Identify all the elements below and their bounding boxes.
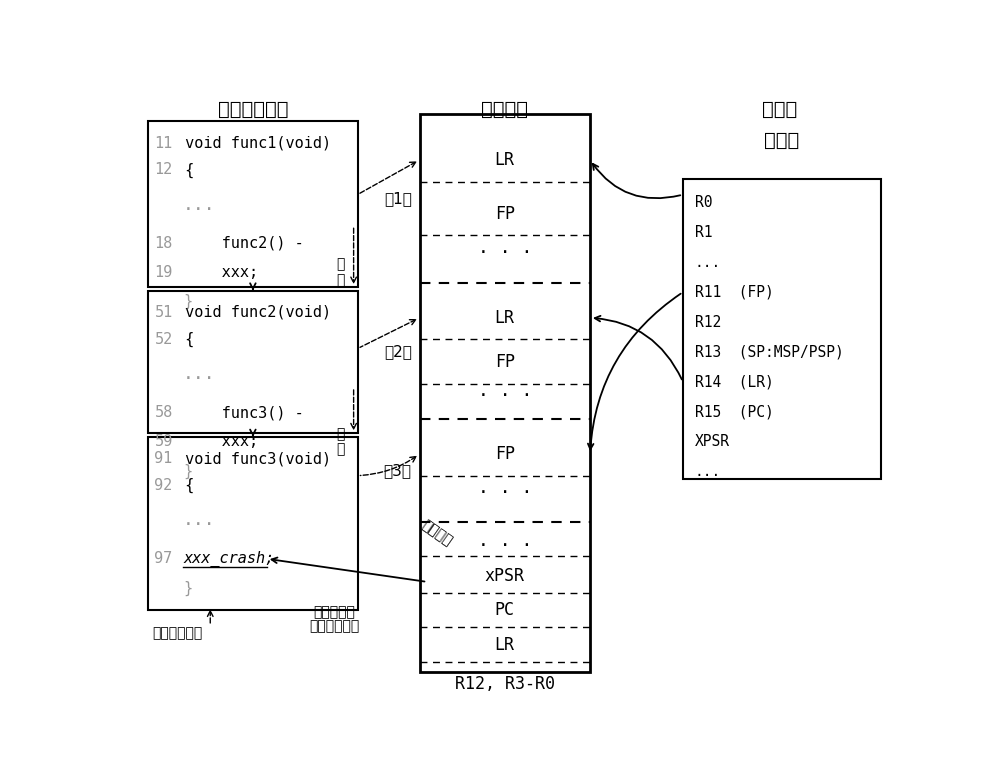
Text: R15  (PC): R15 (PC) [695,405,773,419]
Text: func2() -: func2() - [176,236,304,251]
Text: }: } [183,294,192,309]
Text: {: { [176,162,194,177]
Text: R12: R12 [695,315,721,330]
Text: xPSR: xPSR [485,567,525,585]
Text: R0: R0 [695,194,712,210]
Text: 11: 11 [154,135,173,151]
Text: void func2(void): void func2(void) [176,305,331,320]
Text: 第1帧: 第1帧 [384,191,412,206]
Text: 异常地址: 异常地址 [420,518,455,549]
Text: 12: 12 [154,162,173,177]
Text: . . .: . . . [478,382,532,400]
Text: FP: FP [495,445,515,463]
Text: ...: ... [183,195,216,213]
Text: {: { [176,332,194,347]
Text: xxx;: xxx; [176,265,258,280]
Text: 异常处理帧: 异常处理帧 [313,605,355,619]
Text: ...: ... [695,255,721,269]
Bar [148,121,358,287]
Text: 18: 18 [154,236,173,251]
Text: ...: ... [695,464,721,480]
Text: LR: LR [495,308,515,326]
Text: xxx_crash;: xxx_crash; [183,551,274,567]
Text: 发生异常宕机: 发生异常宕机 [152,626,202,640]
Text: 91: 91 [154,451,173,466]
Text: 函数栈帧: 函数栈帧 [481,101,528,119]
Text: . . .: . . . [478,479,532,497]
Bar [683,179,881,480]
Text: 92: 92 [154,478,173,493]
Bar [420,114,590,672]
Text: 19: 19 [154,265,173,280]
Text: . . .: . . . [478,240,532,258]
Text: }: } [183,463,192,479]
Text: 第2帧: 第2帧 [384,344,412,358]
Text: func3() -: func3() - [176,405,304,420]
Text: R11  (FP): R11 (FP) [695,284,773,300]
Text: LR: LR [495,151,515,169]
Text: ...: ... [183,512,216,530]
Text: R12, R3-R0: R12, R3-R0 [455,675,555,693]
Text: R13  (SP:MSP/PSP): R13 (SP:MSP/PSP) [695,344,843,359]
Text: void func1(void): void func1(void) [176,135,331,151]
Text: ...: ... [183,365,216,383]
Text: }: } [183,580,192,596]
Text: 寄存器: 寄存器 [764,131,799,150]
Text: void func3(void): void func3(void) [176,451,331,466]
Bar [148,291,358,433]
Text: 97: 97 [154,551,173,566]
Text: R14  (LR): R14 (LR) [695,374,773,390]
Text: 第3帧: 第3帧 [384,463,412,478]
Text: 58: 58 [154,405,173,420]
Text: 用: 用 [336,273,345,287]
Text: . . .: . . . [478,532,532,550]
Text: XPSR: XPSR [695,434,730,449]
Text: 52: 52 [154,332,173,347]
Text: 51: 51 [154,305,173,320]
Text: 用: 用 [336,443,345,456]
Text: 59: 59 [154,434,173,449]
Text: {: { [176,478,194,494]
Text: R1: R1 [695,225,712,240]
Text: 函数调用结构: 函数调用结构 [218,101,288,119]
Text: 调: 调 [336,427,345,441]
Text: xxx;: xxx; [176,434,258,449]
Text: （硬件压栈）: （硬件压栈） [309,619,359,633]
Text: FP: FP [495,354,515,372]
Text: LR: LR [495,636,515,654]
Text: 寄存器: 寄存器 [762,101,798,119]
Text: PC: PC [495,601,515,619]
Text: FP: FP [495,205,515,223]
Text: 调: 调 [336,258,345,272]
Bar [148,437,358,611]
